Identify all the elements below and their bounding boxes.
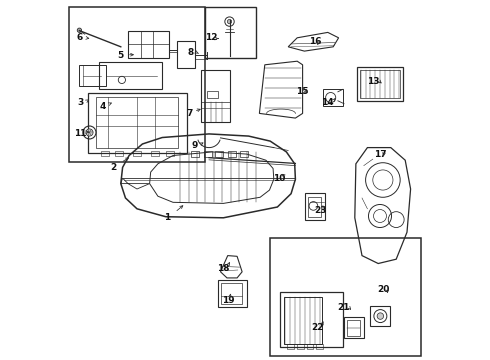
Bar [128, 31, 170, 58]
Circle shape [377, 313, 384, 319]
Text: 10: 10 [273, 174, 285, 183]
Text: 5: 5 [118, 51, 124, 60]
Bar [133, 151, 141, 156]
Text: 18: 18 [217, 264, 230, 273]
Bar [284, 297, 321, 344]
Bar [218, 280, 247, 307]
Text: 19: 19 [222, 296, 235, 305]
Bar [216, 151, 223, 157]
Bar [116, 151, 123, 156]
Text: 1: 1 [165, 213, 171, 222]
Text: 22: 22 [311, 323, 323, 332]
Circle shape [86, 129, 93, 136]
Text: 2: 2 [110, 163, 117, 172]
Bar [101, 151, 109, 156]
Text: 15: 15 [296, 87, 309, 96]
Bar [297, 344, 304, 349]
Text: 8: 8 [188, 48, 194, 57]
Circle shape [227, 19, 232, 24]
Bar [280, 292, 343, 347]
Text: 13: 13 [367, 77, 379, 85]
Bar [69, 7, 205, 162]
Text: 7: 7 [186, 109, 193, 118]
Bar [201, 70, 230, 122]
Circle shape [77, 28, 81, 32]
Bar [220, 283, 242, 304]
Bar [357, 67, 403, 101]
Text: 16: 16 [309, 37, 321, 46]
Bar [79, 65, 106, 86]
Bar [305, 193, 325, 220]
Text: 17: 17 [374, 150, 386, 159]
Text: 9: 9 [192, 141, 198, 150]
Text: 6: 6 [77, 33, 83, 42]
Bar [316, 344, 323, 349]
Text: 23: 23 [315, 206, 327, 215]
Text: 21: 21 [338, 303, 350, 312]
Bar [288, 344, 294, 349]
Bar [323, 89, 343, 106]
Bar [96, 97, 178, 148]
Text: 11: 11 [74, 129, 86, 138]
Text: 4: 4 [99, 102, 106, 111]
Bar [270, 238, 421, 356]
Bar [360, 70, 400, 98]
Bar [99, 62, 162, 89]
Bar [204, 151, 212, 157]
Text: 14: 14 [321, 98, 334, 107]
Bar [207, 91, 218, 98]
Text: 3: 3 [77, 98, 83, 107]
Bar [240, 151, 248, 157]
Bar [191, 151, 199, 157]
Bar [228, 151, 236, 157]
Bar [151, 151, 159, 156]
Bar [205, 7, 256, 58]
Bar [346, 320, 360, 336]
Bar [166, 151, 174, 156]
Text: 12: 12 [204, 33, 217, 42]
Bar [88, 93, 187, 153]
Text: 20: 20 [377, 285, 390, 294]
Bar [344, 317, 364, 338]
Bar [307, 344, 314, 349]
Bar [176, 41, 196, 68]
Bar [308, 197, 320, 217]
Bar [370, 306, 390, 326]
